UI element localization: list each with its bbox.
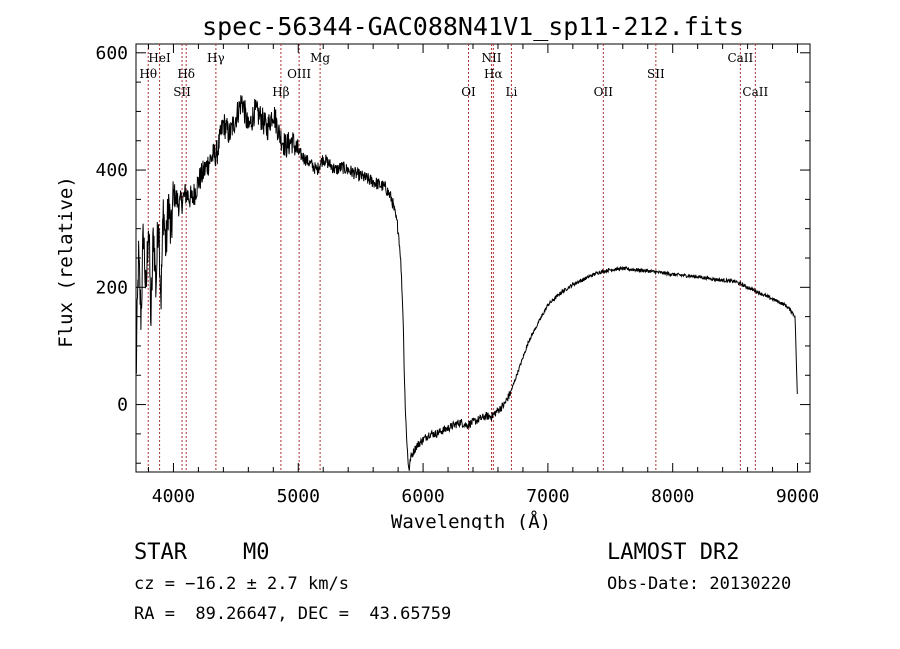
spectral-line-label-6: OIII [287,67,311,81]
spectral-line-label-5: Hβ [272,85,289,99]
spectral-line-label-11: Li [506,85,518,99]
y-axis-label: Flux (relative) [55,176,77,348]
spectral-line-label-4: Hγ [207,51,225,65]
spectral-line-label-15: CaII [742,85,768,99]
object-class: STAR [134,540,187,565]
x-axis-label: Wavelength (Å) [391,510,551,530]
survey-name: LAMOST DR2 [607,540,740,565]
axis-ticks: 4000 5000 6000 7000 8000 9000 0 200 400 600 [95,43,819,507]
x-tick-label: 4000 [152,486,195,507]
x-tick-label: 6000 [401,486,444,507]
x-tick-label: 9000 [776,486,819,507]
y-tick-label: 600 [95,43,128,64]
spectral-line-label-12: OII [594,85,614,99]
spectral-line-label-7: Mg [310,51,330,65]
spectral-line-label-2: SII [173,85,191,99]
spectral-line-label-8: OI [461,85,476,99]
x-tick-label: 8000 [651,486,694,507]
spectral-line-label-0: Hθ [139,67,157,81]
redshift-readout: cz = −16.2 ± 2.7 km/s [134,574,349,594]
spectral-line-label-9: NII [481,51,501,65]
spectral-line-label-13: SII [647,67,665,81]
y-tick-label: 200 [95,277,128,298]
y-tick-label: 0 [117,395,128,416]
chart-title: spec-56344-GAC088N41V1_sp11-212.fits [202,12,744,41]
spectral-line-label-1: HeI [148,51,171,65]
spectrum-line [135,95,798,471]
spectral-line-label-10: Hα [484,67,503,81]
x-tick-label: 5000 [277,486,320,507]
coordinates: RA = 89.26647, DEC = 43.65759 [134,604,452,624]
object-subclass: M0 [243,540,270,565]
x-tick-label: 7000 [526,486,569,507]
y-tick-label: 400 [95,160,128,181]
obs-date: Obs-Date: 20130220 [607,574,792,594]
spectral-line-label-3: Hδ [177,67,195,81]
spectral-line-label-14: CaII [727,51,753,65]
spectrum-chart: spec-56344-GAC088N41V1_sp11-212.fits HθH… [55,12,819,530]
